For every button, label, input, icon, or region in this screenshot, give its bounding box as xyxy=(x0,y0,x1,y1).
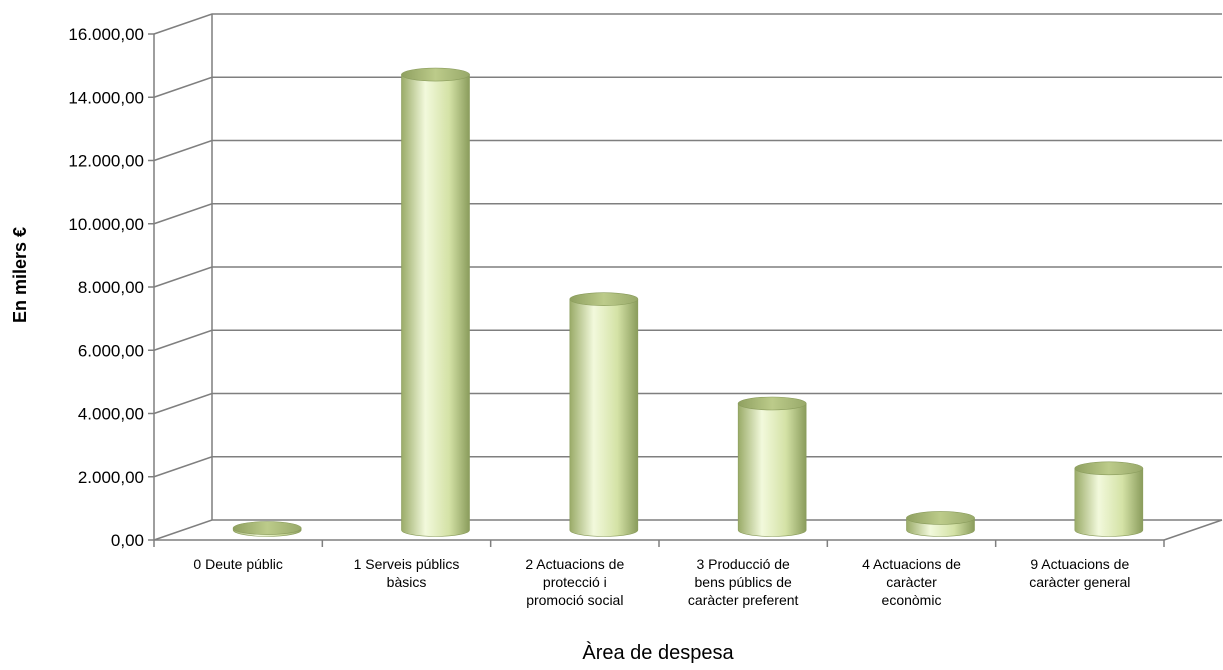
gridlines xyxy=(153,13,1222,541)
x-tick-label-4: 4 Actuacions de caràcter econòmic xyxy=(862,556,961,608)
x-tick-label-line: 2 Actuacions de xyxy=(525,556,624,572)
x-tick-label-line: bens públics de xyxy=(695,574,793,590)
x-tick-label-line: caràcter general xyxy=(1029,574,1130,590)
x-tick-label-line: econòmic xyxy=(882,592,942,608)
y-tick-label-5: 10.000,00 xyxy=(68,215,144,234)
bars xyxy=(232,67,1144,537)
x-tick-label-line: 3 Producció de xyxy=(696,556,790,572)
x-tick-label-2: 2 Actuacions de protecció i promoció socia… xyxy=(525,556,624,608)
bar-top-2 xyxy=(569,292,639,306)
bar-top-4 xyxy=(906,511,975,525)
bar-2 xyxy=(569,292,639,537)
x-tick-label-line: caràcter preferent xyxy=(688,592,799,608)
x-tick-label-1: 1 Serveis públics bàsics xyxy=(354,556,460,590)
gridline-8 xyxy=(153,13,1222,35)
bar-5 xyxy=(1074,461,1144,537)
y-tick-label-7: 14.000,00 xyxy=(68,88,144,107)
y-tick-labels: 0,00 2.000,00 4.000,00 6.000,00 8.000,00 10.0… xyxy=(68,25,144,550)
bar-top-1 xyxy=(401,67,470,82)
axes xyxy=(148,14,1223,547)
y-tick-label-6: 12.000,00 xyxy=(68,152,144,171)
x-tick-label-line: 4 Actuacions de xyxy=(862,556,961,572)
y-tick-label-8: 16.000,00 xyxy=(68,25,144,44)
gridline-4 xyxy=(153,266,1222,288)
x-tick-label-line: bàsics xyxy=(387,574,427,590)
floor-right-edge xyxy=(1163,519,1223,541)
x-tick-label-3: 3 Producció de bens públics de caràcter pr… xyxy=(688,556,799,608)
gridline-2 xyxy=(153,392,1222,415)
bar-0 xyxy=(232,521,302,537)
x-tick-label-5: 9 Actuacions de caràcter general xyxy=(1029,556,1130,590)
x-axis-title: Àrea de despesa xyxy=(582,641,734,664)
bar-top-3 xyxy=(737,396,807,411)
y-axis-title: En milers € xyxy=(10,227,30,323)
x-tick-label-line: 1 Serveis públics xyxy=(354,556,460,572)
bar-body-3 xyxy=(737,403,807,537)
x-tick-label-line: 9 Actuacions de xyxy=(1030,556,1129,572)
x-tick-label-0: 0 Deute públic xyxy=(193,556,283,572)
y-tick-label-2: 4.000,00 xyxy=(78,405,144,424)
bar-top-0 xyxy=(232,521,302,535)
y-tick-label-0: 0,00 xyxy=(111,531,144,550)
y-tick-label-3: 6.000,00 xyxy=(78,341,144,360)
bar-body-5 xyxy=(1074,468,1144,537)
bar-1 xyxy=(401,67,470,537)
bar-body-2 xyxy=(569,298,639,537)
x-tick-label-line: 0 Deute públic xyxy=(193,556,283,572)
x-tick-labels: 0 Deute públic 1 Serveis públics bàsics 2 A… xyxy=(193,556,1130,608)
bar-body-1 xyxy=(401,74,470,537)
bar-4 xyxy=(906,511,975,537)
x-tick-label-line: protecció i xyxy=(543,574,607,590)
bar-3 xyxy=(737,396,807,537)
gridline-7 xyxy=(153,76,1222,99)
gridline-6 xyxy=(153,139,1222,162)
gridline-1 xyxy=(153,455,1222,478)
gridline-5 xyxy=(153,202,1222,225)
gridline-3 xyxy=(153,329,1222,352)
x-tick-label-line: promoció social xyxy=(526,592,623,608)
x-tick-label-line: caràcter xyxy=(886,574,937,590)
y-tick-label-1: 2.000,00 xyxy=(78,468,144,487)
bar-top-5 xyxy=(1074,461,1144,476)
y-tick-label-4: 8.000,00 xyxy=(78,278,144,297)
gridline-0 xyxy=(153,519,1222,541)
